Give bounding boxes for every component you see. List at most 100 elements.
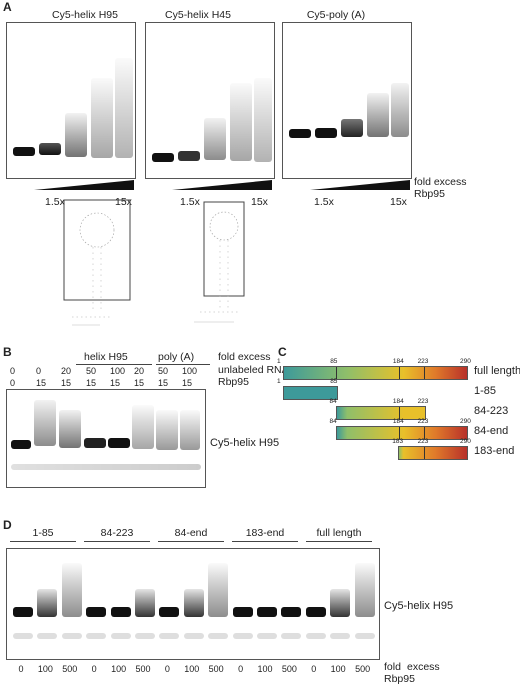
panel-b-letter: B <box>3 345 12 359</box>
free-band <box>257 633 277 639</box>
panel-b-lane-bottom: 15 <box>182 378 193 388</box>
band <box>59 410 81 448</box>
panel-d-lane-label: 100 <box>37 664 53 674</box>
panel-d-lane-label: 100 <box>330 664 346 674</box>
construct-tick-label: 183 <box>392 438 404 445</box>
panel-a-legend-line2: Rbp95 <box>414 188 445 200</box>
band <box>289 129 311 138</box>
construct-tick-label: 84 <box>329 398 337 405</box>
panel-d-group-line <box>84 541 150 542</box>
construct-tick <box>423 367 425 379</box>
panel-b-row1-label: fold excess <box>218 351 271 363</box>
free-band <box>281 633 302 639</box>
gel2 <box>145 22 275 179</box>
free-band <box>37 633 58 639</box>
construct-bar <box>283 366 468 380</box>
panel-d-lane-label: 500 <box>62 664 78 674</box>
construct-label: 183-end <box>474 445 515 457</box>
band <box>281 607 302 617</box>
panel-d-group-line <box>306 541 372 542</box>
panel-b-group1: helix H95 <box>84 351 128 363</box>
gel3-high: 15x <box>390 196 407 208</box>
panel-d-lane-label: 0 <box>238 664 244 674</box>
panel-b-lane-bottom: 15 <box>86 378 97 388</box>
panel-a-letter: A <box>3 0 12 14</box>
band <box>110 607 131 617</box>
group1-line <box>76 364 152 365</box>
construct-tick <box>423 447 425 459</box>
gel3-low: 1.5x <box>314 196 334 208</box>
panel-b-row2-label: unlabeled RNA <box>218 364 289 376</box>
panel-d-letter: D <box>3 518 12 532</box>
construct-tick-label: 184 <box>392 358 404 365</box>
panel-b-lane-top: 0 <box>36 366 42 376</box>
gel1-title: Cy5-helix H95 <box>52 9 118 21</box>
construct-tick-label: 290 <box>460 418 471 425</box>
panel-d-band-label: Cy5-helix H95 <box>384 600 454 612</box>
panel-d-group-label: full length <box>316 527 362 539</box>
band <box>330 589 351 617</box>
band <box>135 589 155 617</box>
band <box>39 143 61 155</box>
construct-tick <box>398 367 400 379</box>
band <box>180 410 200 450</box>
group2-line <box>156 364 210 365</box>
construct-tick-label: 184 <box>392 398 404 405</box>
band <box>115 58 133 158</box>
gel3-title: Cy5-poly (A) <box>306 9 366 21</box>
panel-b-lane-bottom: 0 <box>10 378 16 388</box>
construct-tick <box>398 407 400 419</box>
panel-b-row3-label: Rbp95 <box>218 376 249 388</box>
band <box>230 83 252 161</box>
band <box>156 410 178 450</box>
construct-label: full length <box>474 365 520 377</box>
panel-d-group-line <box>158 541 224 542</box>
construct-tick-label: 290 <box>460 438 471 445</box>
band <box>178 151 200 161</box>
band <box>354 563 375 617</box>
band <box>61 563 82 617</box>
panel-d-lane-label: 100 <box>257 664 273 674</box>
gel-b <box>6 389 206 488</box>
construct-tick-label: 85 <box>330 378 338 385</box>
panel-b-lane-top: 0 <box>10 366 16 376</box>
gel2-high: 15x <box>251 196 268 208</box>
panel-b-lane-bottom: 15 <box>36 378 47 388</box>
construct-bar <box>398 446 468 460</box>
band <box>37 589 58 617</box>
band <box>108 438 130 448</box>
band <box>183 589 204 617</box>
free-band <box>61 633 82 639</box>
band <box>208 563 229 617</box>
construct-tick-label: 84 <box>329 418 337 425</box>
free-band <box>330 633 351 639</box>
panel-b-lane-top: 50 <box>86 366 97 376</box>
helix-h45-structure <box>194 201 245 323</box>
free-band <box>305 633 326 639</box>
panel-b-lane-top: 100 <box>182 366 198 376</box>
panel-b-lane-top: 20 <box>61 366 72 376</box>
panel-d-legend-line3: Rbp95 <box>384 673 415 685</box>
construct-tick-label: 1 <box>277 378 281 385</box>
construct-tick-label: 184 <box>392 418 404 425</box>
band <box>91 78 113 158</box>
band <box>13 147 35 156</box>
panel-b-lane-top: 20 <box>134 366 145 376</box>
free-band <box>183 633 204 639</box>
band <box>152 153 174 162</box>
gel1-low: 1.5x <box>45 196 65 208</box>
band <box>13 607 33 617</box>
band <box>341 119 363 137</box>
band <box>204 118 226 160</box>
panel-d-legend-line1: fold <box>384 661 401 673</box>
construct-tick-label: 1 <box>277 358 281 365</box>
band <box>86 607 107 617</box>
construct-tick-label: 223 <box>417 418 429 425</box>
construct-bar <box>335 406 426 420</box>
construct-tick-label: 85 <box>330 358 338 365</box>
panel-d-lane-label: 0 <box>18 664 24 674</box>
band <box>391 83 409 137</box>
panel-d-lane-label: 500 <box>355 664 371 674</box>
free-band <box>232 633 253 639</box>
gel3 <box>282 22 412 179</box>
